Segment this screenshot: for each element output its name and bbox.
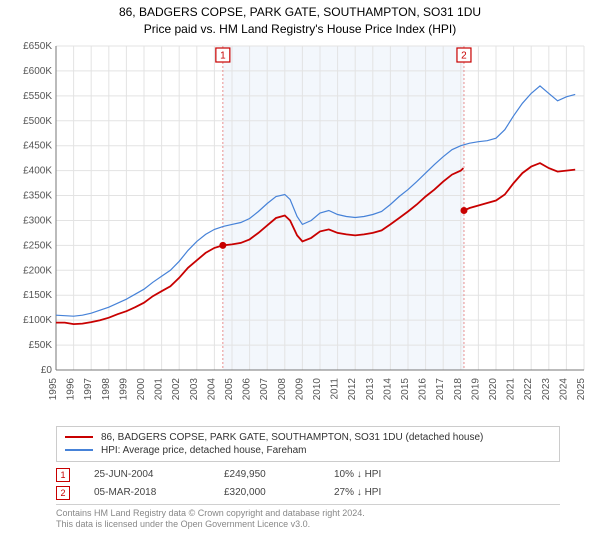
svg-text:£100K: £100K (23, 315, 52, 326)
sales-table: 1 25-JUN-2004 £249,950 10% ↓ HPI 2 05-MA… (56, 466, 560, 502)
svg-text:2024: 2024 (558, 377, 569, 400)
svg-text:2022: 2022 (523, 377, 534, 400)
svg-text:2004: 2004 (206, 377, 217, 400)
svg-text:£400K: £400K (23, 165, 52, 176)
svg-text:2012: 2012 (347, 377, 358, 400)
sale-row-1: 1 25-JUN-2004 £249,950 10% ↓ HPI (56, 466, 560, 484)
chart-container: 86, BADGERS COPSE, PARK GATE, SOUTHAMPTO… (0, 0, 600, 560)
svg-text:£250K: £250K (23, 240, 52, 251)
title-address: 86, BADGERS COPSE, PARK GATE, SOUTHAMPTO… (8, 4, 592, 21)
svg-text:£200K: £200K (23, 265, 52, 276)
svg-text:2010: 2010 (312, 377, 323, 400)
sale-hpi-diff: 10% ↓ HPI (334, 469, 424, 480)
svg-text:£50K: £50K (29, 340, 53, 351)
svg-text:£0: £0 (41, 365, 53, 376)
chart-svg: £0 £50K £100K £150K £200K £250K £300K £350K £400… (8, 40, 592, 420)
svg-text:2021: 2021 (506, 377, 517, 400)
footer-attribution: Contains HM Land Registry data © Crown c… (56, 504, 560, 531)
sale-marker-2: 2 (56, 486, 70, 500)
legend-swatch-red (65, 436, 93, 438)
svg-text:2009: 2009 (294, 377, 305, 400)
sale-marker-1: 1 (56, 468, 70, 482)
svg-text:2023: 2023 (541, 377, 552, 400)
svg-text:2000: 2000 (136, 377, 147, 400)
svg-text:2020: 2020 (488, 377, 499, 400)
svg-text:2017: 2017 (435, 377, 446, 400)
sale-date: 25-JUN-2004 (94, 469, 224, 480)
svg-text:£350K: £350K (23, 190, 52, 201)
svg-text:2001: 2001 (154, 377, 165, 400)
svg-text:1998: 1998 (101, 377, 112, 400)
svg-text:2005: 2005 (224, 377, 235, 400)
svg-text:2025: 2025 (576, 377, 587, 400)
svg-text:2019: 2019 (470, 377, 481, 400)
svg-text:2015: 2015 (400, 377, 411, 400)
chart-title: 86, BADGERS COPSE, PARK GATE, SOUTHAMPTO… (8, 4, 592, 38)
svg-text:1: 1 (220, 50, 226, 61)
svg-text:£650K: £650K (23, 41, 52, 52)
svg-text:£450K: £450K (23, 140, 52, 151)
footer-line1: Contains HM Land Registry data © Crown c… (56, 508, 560, 520)
svg-text:2008: 2008 (277, 377, 288, 400)
legend-item-hpi: HPI: Average price, detached house, Fare… (65, 444, 551, 457)
legend-label: HPI: Average price, detached house, Fare… (101, 445, 307, 456)
svg-text:1995: 1995 (48, 377, 59, 400)
svg-text:1996: 1996 (66, 377, 77, 400)
sale-price: £249,950 (224, 469, 334, 480)
svg-text:£500K: £500K (23, 115, 52, 126)
svg-text:2: 2 (461, 50, 467, 61)
legend-swatch-blue (65, 449, 93, 451)
svg-text:2002: 2002 (171, 377, 182, 400)
svg-text:2014: 2014 (382, 377, 393, 400)
svg-text:2016: 2016 (418, 377, 429, 400)
svg-text:2018: 2018 (453, 377, 464, 400)
chart-plot-area: £0 £50K £100K £150K £200K £250K £300K £350K £400… (8, 40, 592, 420)
svg-text:2003: 2003 (189, 377, 200, 400)
sale-hpi-diff: 27% ↓ HPI (334, 487, 424, 498)
legend: 86, BADGERS COPSE, PARK GATE, SOUTHAMPTO… (56, 426, 560, 462)
svg-text:£600K: £600K (23, 66, 52, 77)
svg-text:2011: 2011 (330, 377, 341, 399)
svg-text:2013: 2013 (365, 377, 376, 400)
footer-line2: This data is licensed under the Open Gov… (56, 519, 560, 531)
legend-item-property: 86, BADGERS COPSE, PARK GATE, SOUTHAMPTO… (65, 431, 551, 444)
sale-date: 05-MAR-2018 (94, 487, 224, 498)
svg-text:1997: 1997 (83, 377, 94, 400)
sale-price: £320,000 (224, 487, 334, 498)
legend-label: 86, BADGERS COPSE, PARK GATE, SOUTHAMPTO… (101, 432, 483, 443)
svg-text:£150K: £150K (23, 290, 52, 301)
sale-row-2: 2 05-MAR-2018 £320,000 27% ↓ HPI (56, 484, 560, 502)
title-subtitle: Price paid vs. HM Land Registry's House … (8, 21, 592, 38)
svg-text:2006: 2006 (242, 377, 253, 400)
svg-text:£300K: £300K (23, 215, 52, 226)
svg-text:£550K: £550K (23, 90, 52, 101)
svg-text:2007: 2007 (259, 377, 270, 400)
svg-text:1999: 1999 (118, 377, 129, 400)
